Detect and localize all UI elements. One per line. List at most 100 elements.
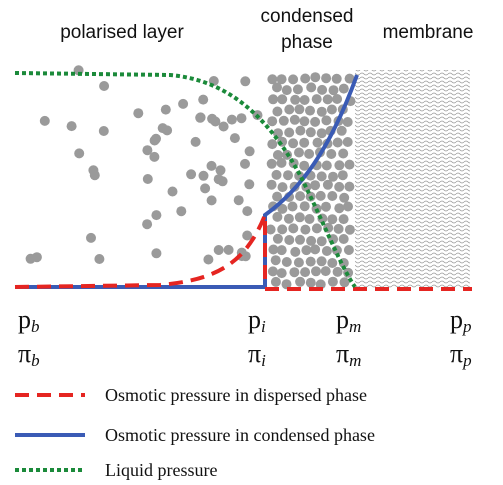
position-label: πb (18, 339, 40, 370)
particle (167, 186, 178, 197)
particle (321, 115, 332, 126)
particle (321, 160, 332, 171)
subscript: p (462, 351, 472, 370)
position-label: πm (336, 339, 361, 370)
particle (281, 279, 292, 290)
particle (88, 165, 99, 176)
particle (276, 74, 287, 85)
particle (311, 223, 322, 234)
particle (334, 160, 345, 171)
particle (311, 266, 321, 277)
particle (198, 170, 209, 181)
particle (316, 106, 327, 117)
symbol: p (248, 305, 261, 334)
particle (300, 73, 311, 84)
region-label: membrane (383, 22, 474, 43)
particle (149, 151, 160, 162)
particle (244, 179, 255, 190)
particle (276, 157, 287, 168)
particle (295, 191, 306, 202)
subscript: p (462, 317, 472, 336)
particle (242, 230, 253, 241)
particle (66, 121, 77, 132)
particle (306, 82, 317, 93)
particle (316, 128, 327, 139)
particle (94, 254, 105, 264)
particle (321, 201, 331, 212)
particle (176, 206, 187, 217)
region-label: polarised layer (60, 22, 184, 43)
particle (276, 245, 287, 256)
particle (344, 181, 355, 192)
particle (272, 82, 282, 93)
particle (316, 256, 327, 267)
symbol: π (336, 339, 349, 368)
particle (322, 94, 333, 105)
particle (344, 73, 355, 84)
particle (157, 123, 168, 134)
particle (270, 276, 281, 287)
particle (240, 76, 251, 87)
particle (290, 246, 301, 257)
particle (331, 73, 342, 84)
particle (287, 201, 298, 212)
particle (322, 179, 333, 190)
symbol: π (248, 339, 261, 368)
particle (277, 182, 288, 193)
particle (266, 158, 277, 169)
particle (98, 126, 109, 136)
particle (226, 114, 237, 125)
particle (332, 137, 343, 148)
particle (244, 146, 255, 157)
particle (305, 127, 316, 138)
region-label: condensed (261, 6, 354, 27)
particle (272, 106, 283, 117)
particle (229, 133, 240, 144)
subscript: m (349, 317, 361, 336)
particle (344, 224, 355, 235)
particle (277, 136, 288, 147)
particle (213, 245, 224, 255)
particle (327, 258, 338, 268)
condensed-curve (15, 74, 359, 289)
particle (305, 256, 316, 267)
particle (299, 137, 310, 148)
particle (310, 180, 321, 191)
particle (334, 203, 345, 214)
position-label: pp (450, 305, 472, 336)
particle (278, 115, 289, 126)
particle (186, 169, 197, 180)
particle (215, 165, 226, 176)
legend-label: Liquid pressure (105, 460, 217, 480)
particle (268, 244, 279, 255)
particle (327, 276, 338, 287)
particle (333, 223, 344, 234)
region-label: phase (281, 32, 333, 53)
particle (267, 116, 278, 127)
particle (217, 176, 228, 187)
particle (299, 160, 310, 171)
particle (294, 147, 304, 158)
particle (266, 179, 277, 190)
particle (277, 203, 288, 214)
particle (272, 191, 283, 202)
particle (343, 245, 354, 255)
symbol: π (18, 339, 31, 368)
particle (292, 84, 303, 95)
particle (344, 159, 355, 170)
particle (310, 72, 321, 83)
particle (281, 257, 292, 267)
particle (267, 139, 278, 150)
symbol: π (450, 339, 463, 368)
particle (300, 224, 311, 235)
legend-label: Osmotic pressure in dispersed phase (105, 385, 367, 405)
particle (288, 223, 299, 234)
particle (272, 233, 283, 244)
particle (265, 224, 276, 235)
particle (206, 160, 217, 171)
particle (299, 201, 310, 212)
particle (218, 121, 229, 132)
particle (320, 266, 331, 277)
position-label: pi (248, 305, 266, 336)
